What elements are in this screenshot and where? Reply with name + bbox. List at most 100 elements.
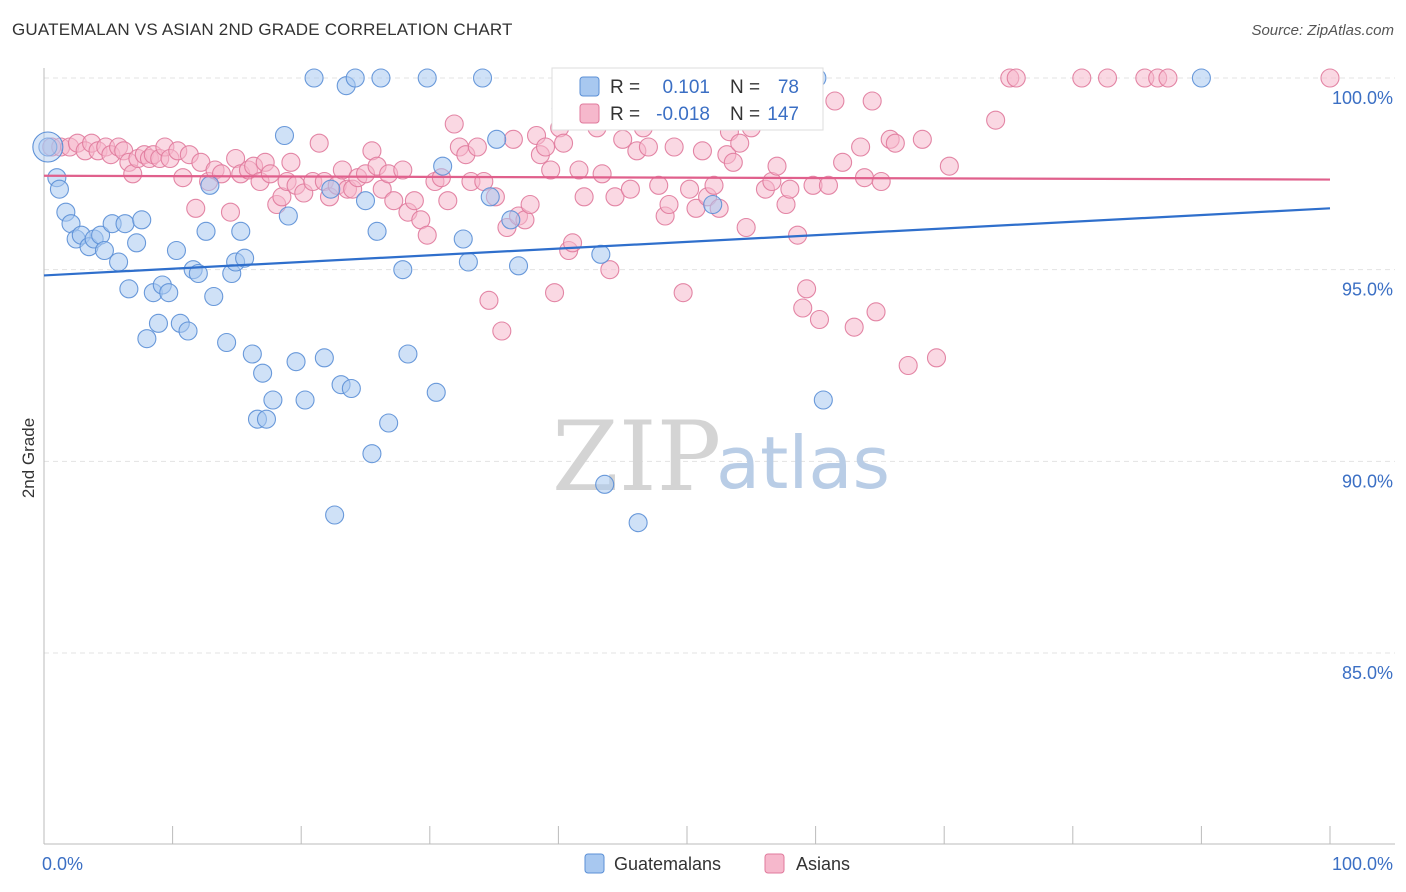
asians-point: [986, 110, 1006, 130]
chart-source: Source: ZipAtlas.com: [1251, 22, 1394, 39]
legend-n-value-guatemalans: 78: [778, 77, 799, 98]
guatemalans-point: [286, 352, 306, 372]
legend-n-label-guatemalans: N =: [730, 77, 760, 98]
asians-point: [833, 152, 853, 172]
guatemalans-point: [362, 444, 382, 464]
asians-point: [797, 279, 817, 299]
asians-point: [1320, 68, 1340, 88]
asians-point: [535, 137, 556, 157]
asians-point: [926, 348, 947, 368]
guatemalans-point: [341, 378, 361, 399]
asians-point: [673, 283, 693, 303]
legend-top: R = 0.101 N = 78 R = -0.018 N = 147: [551, 67, 824, 131]
y-tick-label: 90.0%: [1342, 471, 1393, 491]
x-tick-marks: [43, 826, 1331, 844]
guatemalans-point: [159, 283, 179, 303]
asians-point: [649, 175, 669, 195]
asians-point: [438, 191, 458, 211]
trend-lines: [43, 174, 1331, 277]
asians-point: [186, 198, 206, 218]
legend-bottom-swatch-asians: [764, 853, 785, 874]
asians-point: [844, 317, 864, 337]
guatemalans-point: [278, 206, 298, 226]
guatemalans-point: [231, 221, 251, 241]
legend-n-value-asians: 147: [767, 104, 799, 125]
guatemalans-point: [178, 321, 198, 341]
asians-point: [912, 129, 932, 149]
guatemalans-point: [204, 286, 224, 307]
guatemalans-point: [453, 229, 473, 249]
guatemalans-point: [628, 513, 648, 533]
guatemalans-point: [196, 221, 216, 241]
guatemalans-point: [393, 260, 413, 280]
trend-line-guatemalans: [43, 207, 1331, 277]
guatemalans-point: [325, 505, 345, 525]
asians-point: [736, 217, 756, 238]
guatemalans-point: [148, 313, 169, 333]
y-tick-label: 95.0%: [1342, 280, 1393, 300]
guatemalans-point: [345, 68, 365, 88]
guatemalans-point: [379, 413, 399, 433]
guatemalans-point: [49, 179, 69, 199]
guatemalans-point-cluster: [32, 131, 64, 163]
asians-point: [393, 160, 413, 180]
guatemalans-point: [115, 214, 135, 234]
asians-point: [309, 133, 329, 153]
guatemalans-point: [263, 390, 283, 410]
trend-line-asians: [43, 174, 1331, 181]
asians-point: [220, 202, 241, 222]
asians-point: [260, 164, 280, 184]
y-tick-labels: 100.0% 95.0% 90.0% 85.0%: [1332, 88, 1393, 683]
asians-point: [1097, 68, 1118, 88]
y-tick-label: 100.0%: [1332, 88, 1393, 108]
asians-point: [281, 152, 301, 172]
y-tick-label: 85.0%: [1342, 663, 1393, 683]
guatemalans-point: [472, 68, 493, 88]
guatemalans-point: [274, 125, 295, 146]
x-tick-label-max: 100.0%: [1332, 854, 1393, 874]
asians-point: [544, 283, 565, 303]
guatemalans-point: [591, 244, 611, 264]
asians-point: [862, 91, 882, 111]
asians-point: [885, 133, 905, 153]
asians-point: [780, 179, 800, 199]
guatemalans-point: [367, 221, 387, 241]
guatemalans-point: [433, 156, 453, 176]
guatemalans-point: [508, 256, 529, 276]
guatemalans-point: [398, 344, 418, 364]
legend-swatch-asians: [579, 103, 600, 124]
asians-point: [569, 160, 589, 180]
legend-n-label-asians: N =: [730, 104, 760, 125]
guatemalans-point: [371, 68, 391, 88]
guatemalans-point: [253, 363, 273, 383]
guatemalans-point: [426, 382, 446, 402]
asians-point: [620, 179, 640, 199]
asians-point: [898, 355, 918, 376]
asians-point: [866, 302, 886, 322]
asians-point: [503, 129, 523, 149]
guatemalans-point: [256, 409, 277, 429]
asians-point: [404, 191, 424, 211]
asians-point: [384, 191, 404, 211]
asians-point: [520, 194, 540, 215]
asians-point: [767, 156, 787, 176]
legend-r-value-guatemalans: 0.101: [662, 77, 710, 98]
asians-point: [332, 160, 352, 180]
asians-point: [809, 309, 830, 330]
x-tick-label-min: 0.0%: [42, 854, 83, 874]
guatemalans-point: [487, 129, 507, 149]
asians-point: [479, 290, 499, 310]
guatemalans-point: [417, 68, 437, 88]
asians-point: [1158, 68, 1178, 88]
legend-bottom: Guatemalans Asians: [584, 853, 850, 874]
asians-point: [600, 260, 620, 280]
asians-point: [492, 321, 512, 341]
asians-point: [664, 137, 684, 157]
legend-r-value-asians: -0.018: [656, 104, 710, 125]
chart-title: GUATEMALAN VS ASIAN 2ND GRADE CORRELATIO…: [12, 20, 513, 39]
guatemalans-point: [242, 344, 262, 364]
guatemalans-point: [355, 191, 376, 211]
asians-point: [723, 152, 743, 172]
asians-point: [444, 114, 464, 134]
